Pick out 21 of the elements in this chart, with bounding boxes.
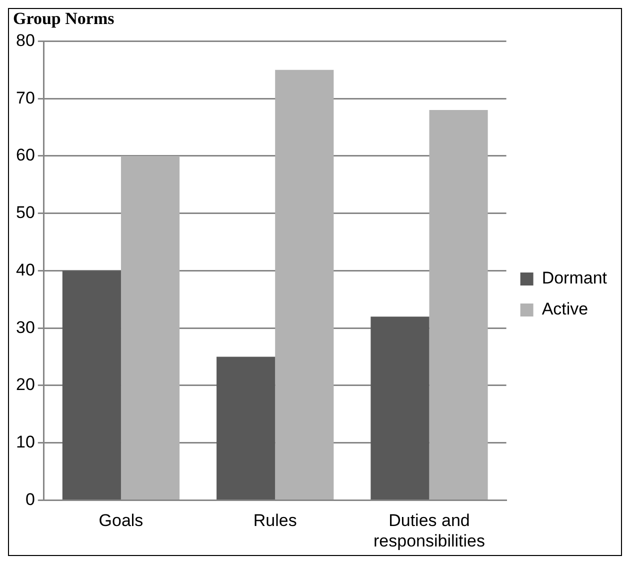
bar [62,270,121,500]
y-tick-label: 60 [16,146,35,165]
legend-label: Dormant [542,268,608,288]
y-tick-label: 0 [25,490,35,509]
bar [370,316,430,500]
x-tick-label: Rules [253,511,297,530]
chart-title: Group Norms [12,9,116,28]
x-tick-label: Duties and responsibilities [373,511,485,550]
y-tick-label: 80 [16,30,35,50]
bar [216,356,276,500]
legend-label: Active [542,300,588,319]
y-tick-label: 70 [16,88,35,108]
bar [429,110,488,500]
bar [275,70,334,500]
y-tick-label: 40 [16,260,35,280]
x-tick-label: Goals [98,511,144,530]
bar [120,156,180,500]
y-tick-label: 50 [16,203,35,222]
y-tick-label: 10 [16,432,35,452]
y-tick-label: 30 [16,318,35,337]
y-tick-label: 20 [16,375,35,394]
